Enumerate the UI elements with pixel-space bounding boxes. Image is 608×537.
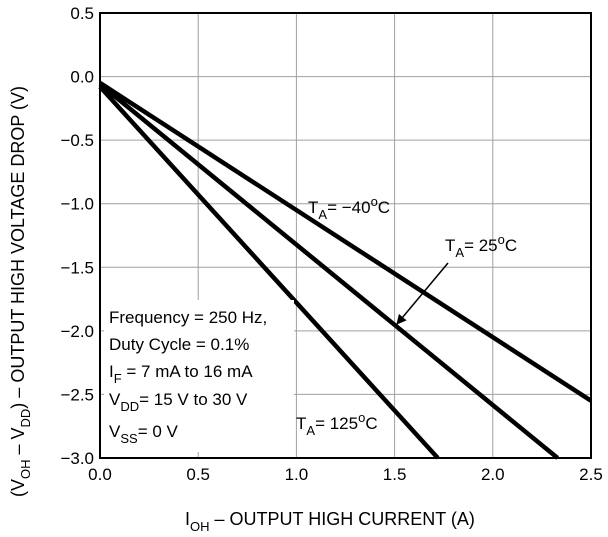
pointer-arrow-25c [396, 262, 449, 325]
y-tick-label: 0.5 [70, 4, 94, 23]
y-tick-label: −1.5 [60, 258, 94, 277]
series-line-0 [98, 81, 593, 403]
label-ta-125: TA= 125oC [296, 410, 378, 438]
annotation-if: IF = 7 mA to 16 mA [109, 362, 253, 386]
grid [100, 13, 591, 458]
series-line-1 [98, 82, 560, 460]
x-tick-label: 0.0 [88, 465, 112, 484]
annotation-vss: VSS= 0 V [109, 422, 179, 446]
annotation-duty-cycle: Duty Cycle = 0.1% [109, 335, 249, 354]
annotation-frequency: Frequency = 250 Hz, [109, 308, 267, 327]
label-ta-25: TA= 25oC [445, 232, 517, 260]
x-tick-label: 0.5 [186, 465, 210, 484]
y-tick-label: −0.5 [60, 131, 94, 150]
x-tick-label: 2.0 [481, 465, 505, 484]
x-tick-labels: 0.0 0.5 1.0 1.5 2.0 2.5 [88, 465, 603, 484]
y-tick-label: −3.0 [60, 449, 94, 468]
x-tick-label: 2.5 [579, 465, 603, 484]
x-tick-label: 1.0 [285, 465, 309, 484]
x-axis-title: IOH – OUTPUT HIGH CURRENT (A) [185, 509, 475, 534]
label-ta-minus40: TA= −40oC [308, 194, 390, 222]
y-tick-label: 0.0 [70, 68, 94, 87]
plot-frame [99, 12, 592, 459]
y-tick-label: −1.0 [60, 195, 94, 214]
y-tick-label: −2.5 [60, 385, 94, 404]
conditions-backdrop [104, 300, 294, 452]
y-axis-title: (VOH – VDD) – OUTPUT HIGH VOLTAGE DROP (… [8, 86, 33, 497]
series-group [98, 81, 593, 460]
y-tick-label: −2.0 [60, 322, 94, 341]
x-tick-label: 1.5 [383, 465, 407, 484]
annotation-vdd: VDD= 15 V to 30 V [109, 390, 248, 414]
y-tick-labels: 0.5 0.0 −0.5 −1.0 −1.5 −2.0 −2.5 −3.0 [60, 4, 94, 468]
series-line-2 [98, 85, 440, 460]
